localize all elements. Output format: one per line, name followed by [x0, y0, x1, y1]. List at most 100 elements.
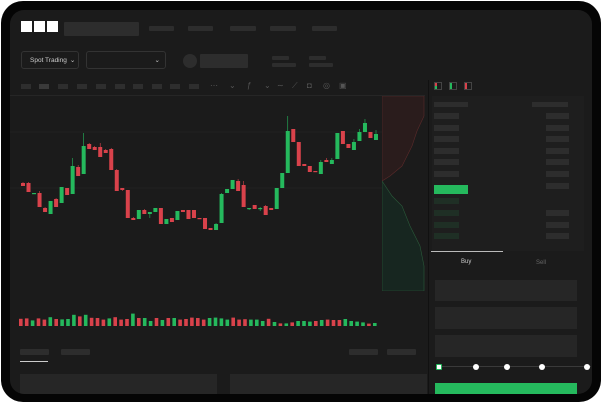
timeframe-button[interactable]	[133, 84, 143, 89]
market-selector-button[interactable]: Spot Trading ⌄	[21, 51, 79, 69]
nav-item[interactable]	[312, 26, 337, 31]
volume-bar	[42, 319, 47, 326]
timeframe-button[interactable]	[170, 84, 180, 89]
candle	[136, 210, 141, 219]
volume-bar	[237, 319, 241, 326]
slider-stop-25[interactable]	[473, 364, 479, 370]
timeframe-button[interactable]	[189, 84, 199, 89]
timeframe-button[interactable]	[39, 84, 49, 89]
timeframe-button[interactable]	[21, 84, 31, 89]
chevron-down-icon[interactable]: ⌄	[229, 81, 236, 90]
tab-buy[interactable]: Buy	[461, 259, 472, 265]
volume-bar	[367, 323, 371, 326]
depth-bids-area	[382, 180, 425, 291]
volume-bar	[314, 321, 318, 326]
indicator-icon[interactable]: ƒ	[247, 81, 252, 90]
volume-bar	[225, 319, 230, 326]
camera-icon[interactable]: ◘	[307, 81, 312, 90]
slider-stop-100[interactable]	[584, 364, 590, 370]
slider-stop-50[interactable]	[504, 364, 510, 370]
volume-bar	[331, 320, 336, 326]
candle-type-icon[interactable]: ⋯	[210, 81, 218, 90]
volume-bar	[78, 316, 82, 326]
price-input[interactable]	[435, 280, 577, 301]
line-icon[interactable]: ∼	[277, 81, 284, 90]
candle	[329, 160, 334, 164]
bid-amount	[546, 222, 569, 228]
chevron-down-icon[interactable]: ⌄	[264, 81, 271, 90]
candle	[340, 131, 345, 144]
candle	[208, 228, 213, 230]
timeframe-button[interactable]	[96, 84, 106, 89]
orderbook-asks-icon[interactable]	[464, 82, 472, 90]
tab-open-orders[interactable]	[20, 349, 49, 355]
volume-bar	[278, 323, 283, 326]
volume-bar	[107, 318, 112, 326]
volume-bar	[54, 319, 58, 326]
search-bar[interactable]	[64, 22, 139, 36]
total-input[interactable]	[435, 335, 577, 357]
app-screen: Spot Trading ⌄ ⌄ ⋯ ⌄ ƒ ⌄ ∼ ⟋ ◘ ◎ ▣ Buy Se…	[10, 10, 592, 394]
candle	[191, 210, 196, 218]
candle	[59, 187, 64, 203]
nav-item[interactable]	[270, 26, 296, 31]
volume-bar	[343, 319, 348, 326]
amount-input[interactable]	[435, 307, 577, 329]
amount-slider-handle[interactable]	[436, 364, 442, 370]
candlestick-chart[interactable]	[10, 96, 425, 331]
filter-button[interactable]	[349, 349, 378, 355]
pair-dropdown[interactable]: ⌄	[86, 51, 166, 69]
candle	[32, 193, 37, 195]
nav-item[interactable]	[188, 26, 213, 31]
orderbook-both-icon[interactable]	[434, 82, 442, 90]
buy-button[interactable]	[435, 383, 577, 394]
timeframe-button[interactable]	[115, 84, 125, 89]
okx-logo[interactable]	[21, 21, 58, 33]
tab-sell[interactable]: Sell	[536, 260, 547, 266]
candle	[241, 185, 246, 207]
volume-bar	[260, 321, 265, 326]
volume-bar	[349, 321, 353, 326]
candle	[335, 133, 340, 159]
settings-icon[interactable]: ◎	[323, 81, 330, 90]
ask-price	[434, 159, 459, 165]
volume-bar	[154, 318, 159, 326]
slider-stop-75[interactable]	[539, 364, 545, 370]
candle	[186, 210, 191, 219]
ask-price	[434, 113, 459, 119]
timeframe-button[interactable]	[152, 84, 162, 89]
timeframe-button[interactable]	[58, 84, 68, 89]
volume-bar	[355, 321, 359, 326]
volume-bar	[24, 318, 29, 326]
volume-bar	[131, 313, 135, 326]
candle	[103, 150, 108, 153]
candle	[70, 166, 75, 194]
candle	[302, 164, 307, 166]
fullscreen-icon[interactable]: ▣	[339, 81, 347, 90]
timeframe-button[interactable]	[77, 84, 87, 89]
active-tab-underline	[20, 361, 48, 362]
market-selector-label: Spot Trading	[30, 56, 67, 64]
candle	[48, 201, 53, 214]
ask-amount	[546, 148, 569, 154]
volume-bar	[302, 321, 306, 326]
tab-order-history[interactable]	[61, 349, 90, 355]
ruler-icon[interactable]: ⟋	[292, 81, 298, 90]
candle	[368, 132, 373, 138]
candle	[180, 210, 185, 212]
amount-slider-track[interactable]	[441, 366, 591, 367]
nav-item[interactable]	[230, 26, 256, 31]
volume-bar	[231, 317, 235, 326]
nav-item[interactable]	[149, 26, 174, 31]
chevron-down-icon: ⌄	[69, 57, 76, 64]
orderbook-bids-icon[interactable]	[449, 82, 457, 90]
candle	[351, 142, 356, 150]
orders-card	[20, 374, 217, 394]
candle	[65, 188, 70, 195]
filter-button[interactable]	[387, 349, 416, 355]
volume-bar	[243, 319, 247, 326]
stat-value	[309, 63, 333, 67]
ask-amount	[546, 171, 569, 177]
ask-price	[434, 136, 459, 142]
candle	[197, 218, 202, 220]
